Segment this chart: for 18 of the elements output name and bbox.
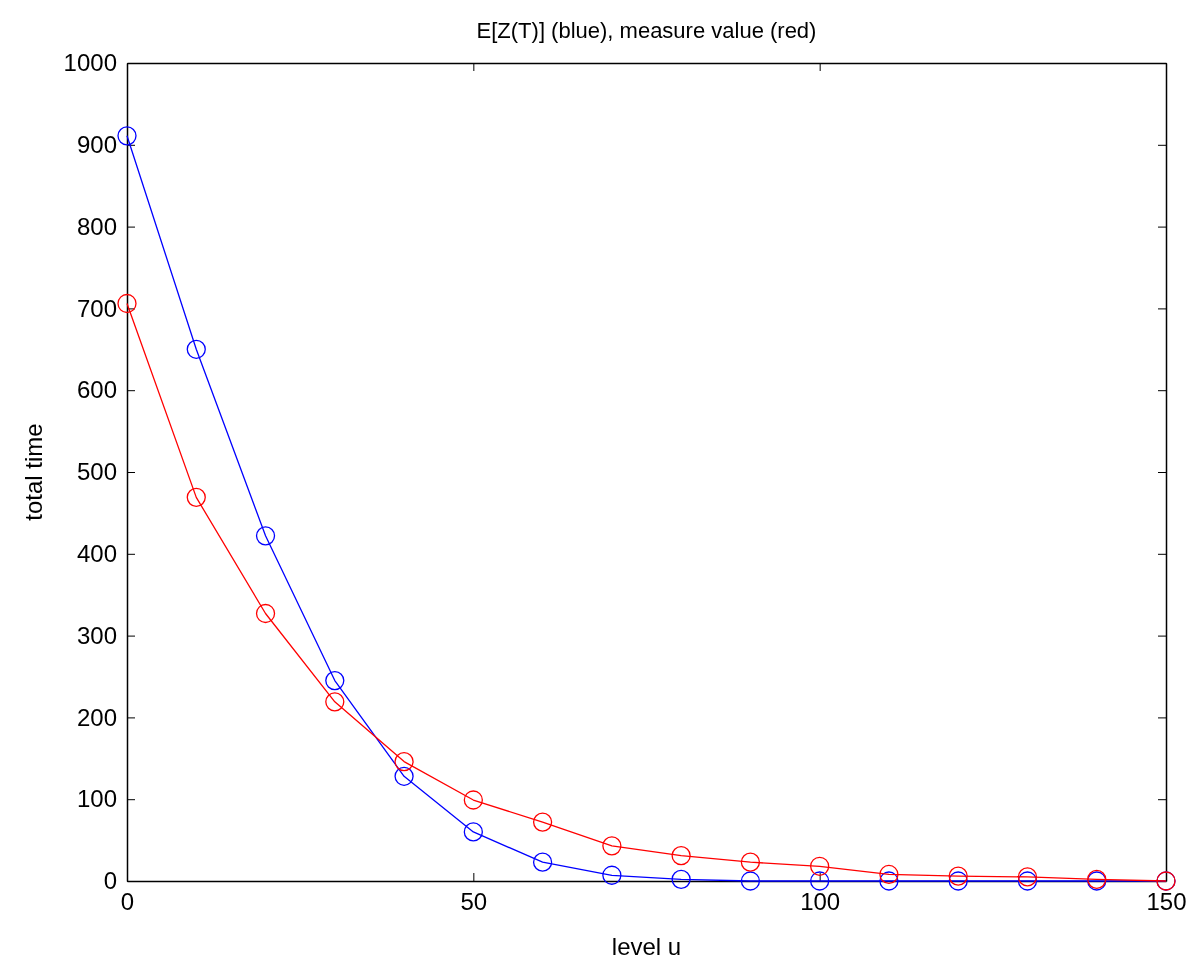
y-tick-label: 600 (76, 376, 117, 404)
y-tick-label: 400 (76, 539, 117, 567)
y-tick-label: 500 (76, 458, 117, 486)
y-tick-label: 1000 (63, 49, 117, 77)
y-tick-label: 100 (76, 785, 117, 813)
x-tick-label: 150 (1146, 888, 1187, 916)
y-tick-label: 900 (76, 130, 117, 158)
y-tick-label: 800 (76, 212, 117, 240)
y-tick-label: 0 (103, 867, 117, 895)
y-tick-label: 300 (76, 621, 117, 649)
y-axis-title: total time (20, 423, 47, 521)
y-tick-label: 700 (76, 294, 117, 322)
x-tick-label: 0 (120, 888, 135, 916)
chart-title: E[Z(T)] (blue), measure value (red) (476, 18, 817, 43)
x-tick-label: 100 (800, 888, 841, 916)
x-axis-title: level u (611, 933, 682, 960)
x-tick-label: 50 (460, 888, 488, 916)
y-tick-label: 200 (76, 703, 117, 731)
